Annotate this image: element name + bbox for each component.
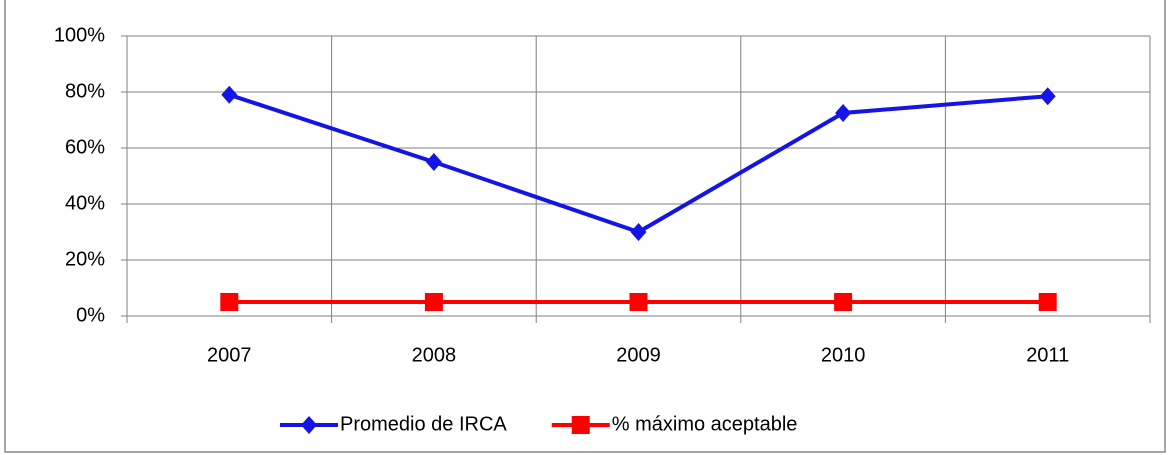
series-marker: [834, 293, 853, 311]
series-marker: [221, 85, 238, 104]
y-tick-label: 0%: [76, 304, 105, 326]
legend-marker: [301, 416, 317, 434]
series-marker: [424, 293, 443, 311]
series-marker: [425, 153, 442, 171]
legend-label: Promedio de IRCA: [340, 413, 507, 435]
series-marker: [835, 104, 852, 122]
series-marker: [1038, 293, 1057, 311]
y-tick-label: 60%: [65, 136, 105, 158]
x-tick-label: 2010: [821, 344, 866, 366]
series-marker: [630, 223, 647, 241]
x-tick-label: 2009: [616, 344, 661, 366]
legend-label: % máximo aceptable: [612, 413, 798, 435]
x-tick-label: 2008: [412, 344, 457, 366]
x-tick-label: 2007: [207, 344, 252, 366]
x-tick-label: 2011: [1026, 344, 1069, 366]
legend-marker: [571, 416, 590, 434]
y-tick-label: 40%: [65, 192, 105, 214]
series-marker: [220, 293, 239, 311]
chart-frame: [4, 0, 1166, 453]
series-marker: [629, 293, 648, 311]
series-marker: [1039, 87, 1056, 106]
y-tick-label: 20%: [65, 248, 105, 270]
y-tick-label: 80%: [65, 80, 105, 102]
y-tick-label: 100%: [54, 24, 105, 46]
